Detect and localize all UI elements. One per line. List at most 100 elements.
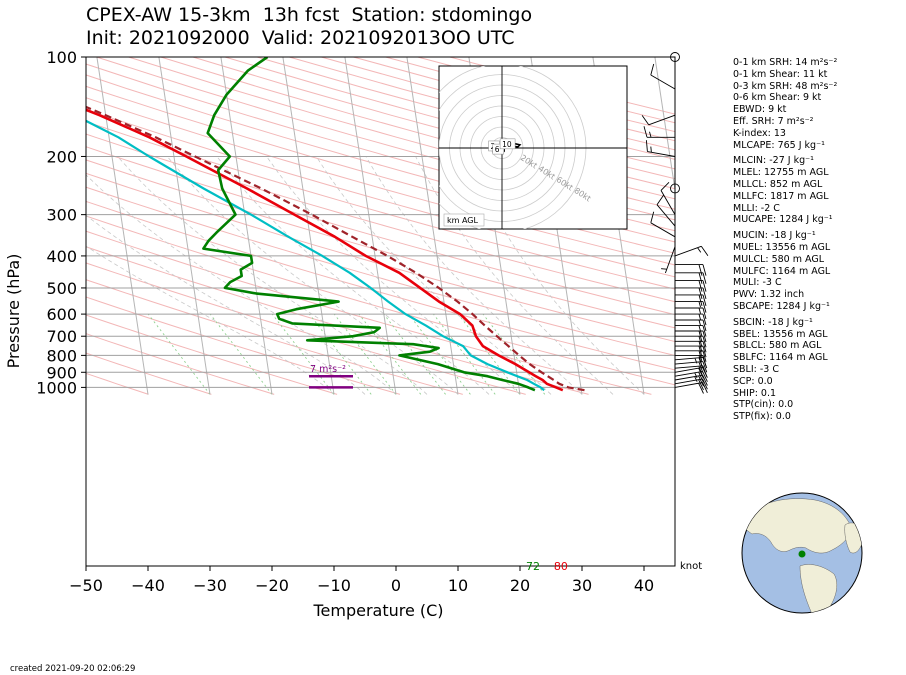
stats-line: MUCAPE: 1284 J kg⁻¹	[733, 214, 833, 226]
hodograph-note-box	[443, 213, 485, 227]
wind-barb	[674, 374, 708, 387]
wind-barb	[675, 280, 707, 292]
temperature-line	[86, 108, 564, 392]
x-axis-label: Temperature (C)	[312, 601, 443, 620]
dry-adiabat	[86, 109, 675, 278]
y-tick-label: 700	[46, 327, 77, 346]
effective-layer-label: 7 m²s⁻²	[310, 364, 346, 375]
stats-line: SBCAPE: 1284 J kg⁻¹	[733, 300, 830, 312]
stats-line: SBLFC: 1164 m AGL	[733, 352, 828, 364]
y-tick-label: 300	[46, 206, 77, 225]
hodograph-frame	[438, 65, 628, 230]
isotherm	[282, 57, 335, 395]
isotherm	[344, 57, 397, 395]
wind-barbs: knot	[641, 52, 709, 572]
stats-line: STP(cin): 0.0	[733, 399, 794, 411]
wind-barb	[675, 335, 707, 348]
stats-line: 0-1 km Shear: 11 kt	[733, 68, 828, 80]
surface-value-label: 80	[554, 560, 568, 573]
wind-barb	[675, 340, 707, 353]
wind-barb	[661, 246, 676, 274]
stats-line: SBCIN: -18 J kg⁻¹	[733, 316, 813, 328]
dry-adiabat	[86, 146, 675, 316]
moist-adiabat	[266, 156, 521, 395]
x-tick-label: 40	[634, 576, 654, 595]
y-tick-label: 400	[46, 247, 77, 266]
moist-adiabat	[415, 156, 614, 395]
stats-line: MLCIN: -27 J kg⁻¹	[733, 155, 814, 167]
mixing-ratio-line	[309, 313, 372, 395]
calm-wind-marker	[670, 52, 680, 62]
x-tick-label: 10	[448, 576, 468, 595]
dry-adiabat	[86, 172, 675, 343]
x-tick-label: −50	[69, 576, 103, 595]
isotherm	[406, 57, 459, 395]
stats-line: MLLI: -2 C	[733, 202, 780, 214]
wind-barb	[675, 287, 707, 300]
moist-adiabat	[365, 156, 583, 395]
stats-line: Eff. SRH: 7 m²s⁻²	[733, 115, 814, 127]
y-tick-label: 1000	[36, 378, 77, 397]
stats-line: MLLFC: 1817 m AGL	[733, 190, 829, 202]
wind-barb	[660, 181, 676, 215]
wet_bulb-line	[202, 57, 536, 392]
mixing-ratio-line	[333, 313, 397, 395]
x-tick-label: −10	[317, 576, 351, 595]
surface-value-label: 72	[526, 560, 540, 573]
y-axis-label: Pressure (hPa)	[4, 254, 23, 369]
profile-lines	[86, 57, 585, 392]
stats-line: MLEL: 12755 m AGL	[733, 167, 829, 179]
dry-adiabat	[86, 352, 212, 395]
isotherm	[654, 57, 675, 194]
wind-barb	[674, 382, 708, 394]
x-tick-label: −30	[193, 576, 227, 595]
x-tick-label: 0	[391, 576, 401, 595]
dry-adiabat	[86, 200, 675, 371]
dry-adiabat	[86, 121, 675, 290]
dry-adiabat	[86, 133, 675, 303]
stats-line: 0-6 km Shear: 9 kt	[733, 92, 822, 104]
stats-line: MUCIN: -18 J kg⁻¹	[733, 230, 816, 242]
stats-line: MLCAPE: 765 J kg⁻¹	[733, 139, 825, 151]
hodograph-height-label: 6	[495, 145, 500, 154]
y-tick-label: 800	[46, 346, 77, 365]
wind-unit-label: knot	[680, 561, 702, 572]
wind-barb	[674, 370, 708, 383]
parcel-line	[86, 105, 585, 392]
moist-adiabat	[315, 156, 552, 395]
isotherm	[96, 57, 149, 395]
title-line-2: Init: 2021092000 Valid: 2021092013OO UTC	[86, 27, 515, 49]
wind-barb	[675, 301, 707, 313]
moist-adiabat	[216, 156, 490, 395]
wind-barb	[675, 345, 707, 358]
created-timestamp: created 2021-09-20 02:06:29	[10, 664, 136, 674]
x-tick-label: 30	[572, 576, 592, 595]
wind-barb	[656, 195, 676, 227]
moist-adiabat	[166, 156, 459, 395]
moist-adiabat	[86, 214, 366, 395]
mixing-ratio-line	[209, 313, 273, 395]
y-tick-label: 900	[46, 363, 77, 382]
dry-adiabat	[86, 159, 675, 329]
dry-adiabat	[160, 57, 675, 200]
stats-line: SBLI: -3 C	[733, 363, 779, 375]
wind-barb	[675, 354, 707, 367]
wind-barb	[650, 63, 676, 90]
stats-line: MULFC: 1164 m AGL	[733, 265, 831, 277]
moist-adiabat	[117, 156, 428, 395]
wind-barb	[650, 211, 676, 238]
wind-barb	[675, 264, 707, 276]
stats-line: MLLCL: 852 m AGL	[733, 178, 823, 190]
title-line-1: CPEX-AW 15-3km 13h fcst Station: stdomin…	[86, 4, 533, 26]
stats-line: K-index: 13	[733, 127, 786, 139]
wind-barb	[674, 245, 709, 257]
mixing-ratio-line	[147, 313, 211, 395]
y-tick-label: 600	[46, 305, 77, 324]
wind-barb	[675, 307, 707, 320]
dry-adiabat	[86, 186, 675, 357]
hodograph-height-box	[499, 138, 516, 150]
calm-wind-marker	[670, 183, 680, 194]
dry-adiabat	[86, 262, 526, 395]
y-tick-label: 200	[46, 147, 77, 166]
stats-line: SBEL: 13556 m AGL	[733, 328, 828, 340]
